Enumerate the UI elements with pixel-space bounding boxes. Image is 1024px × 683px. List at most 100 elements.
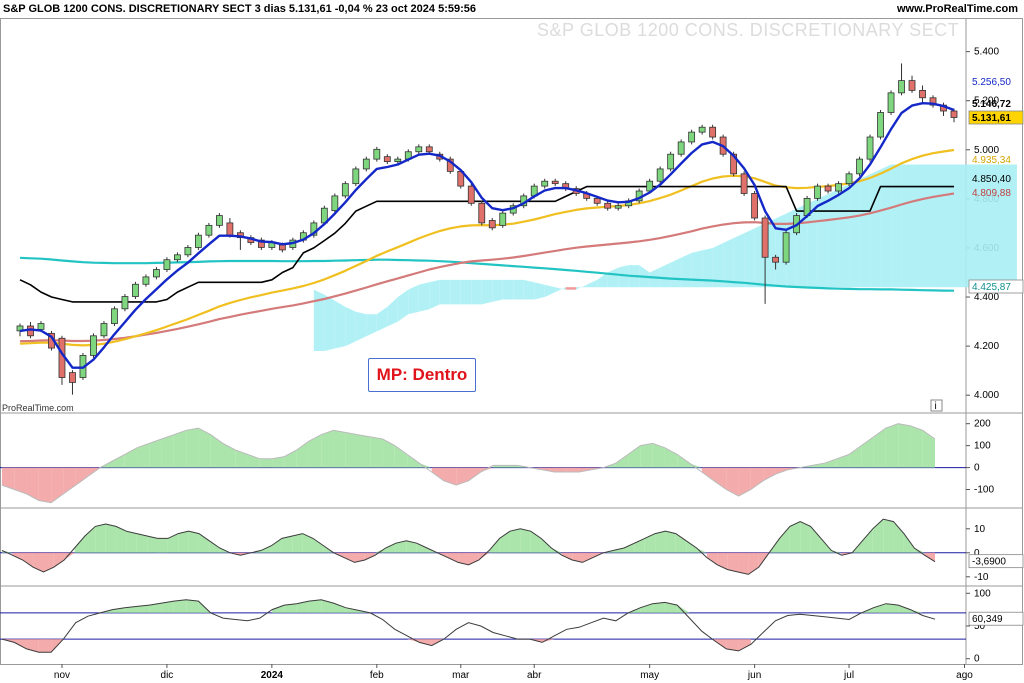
cloud-segment <box>1006 164 1017 288</box>
price-y-tick-label: 4.400 <box>974 292 999 303</box>
osc3-area-up <box>173 599 187 613</box>
osc1-area-down <box>14 467 27 494</box>
osc1-area-up <box>664 447 678 468</box>
price-y-tick-label: 5.400 <box>974 47 999 58</box>
osc1-area-up <box>861 436 874 468</box>
info-icon <box>930 399 943 412</box>
osc1-y-tick-label: 100 <box>974 441 991 452</box>
osc1-area-down <box>2 467 15 490</box>
candle <box>950 110 958 118</box>
cloud-segment <box>376 306 388 332</box>
cloud-segment <box>933 164 944 288</box>
osc1-area-up <box>493 465 506 468</box>
osc1-area-up <box>173 430 187 468</box>
osc2-area-up <box>2 550 13 553</box>
osc1-area-up <box>321 430 334 468</box>
osc2-area-down <box>344 552 355 563</box>
osc2-area-up <box>95 524 106 553</box>
osc2-area-up <box>406 540 417 553</box>
cloud-segment <box>838 184 850 288</box>
osc1-area-down <box>578 467 592 472</box>
osc2-area-up <box>831 550 842 553</box>
osc2-last-value-box <box>968 554 1024 569</box>
osc3-area-down <box>38 639 52 653</box>
osc2-area-up <box>74 536 85 553</box>
candle <box>761 217 769 258</box>
osc2-area-down <box>12 552 23 560</box>
osc1-area-up <box>652 443 665 468</box>
x-tick-label: feb <box>370 670 384 681</box>
cloud-segment <box>523 279 535 300</box>
info-icon-glyph: i <box>935 401 937 412</box>
osc2-area-down <box>43 552 54 572</box>
osc3-area-up <box>345 607 359 613</box>
osc3-area-up <box>124 606 138 613</box>
annotation-box: MP: Dentro <box>368 358 476 392</box>
osc2-area-down <box>458 552 469 565</box>
x-tick-label: jul <box>843 670 854 681</box>
osc1-area-down <box>480 467 494 472</box>
candle <box>866 136 874 160</box>
cloud-segment <box>576 284 587 290</box>
x-tick-label: ago <box>956 670 973 681</box>
price-y-tick-label: 5.200 <box>974 96 999 107</box>
osc1-area-down <box>701 467 715 481</box>
osc2-area-down <box>33 552 44 572</box>
candle <box>814 185 821 199</box>
candle <box>824 185 832 192</box>
osc2-area-up <box>520 528 531 553</box>
osc2-area-up <box>509 528 521 553</box>
osc2-area-up <box>313 538 324 553</box>
candle <box>709 126 717 138</box>
osc2-area-up <box>395 540 407 553</box>
candle <box>488 220 496 229</box>
value-tag-box <box>968 279 1024 294</box>
osc2-area-up <box>675 533 687 553</box>
osc3-area-up <box>664 602 678 613</box>
osc2-area-down <box>924 552 935 562</box>
osc1-area-up <box>873 428 886 468</box>
x-tick-label: nov <box>54 670 70 681</box>
cloud-segment <box>429 279 440 310</box>
cloud-segment <box>849 179 860 288</box>
osc2-area-up <box>416 543 428 553</box>
cloud-segment <box>439 279 451 305</box>
candle <box>394 158 402 162</box>
osc3-area-up <box>652 602 665 613</box>
candle <box>835 183 842 192</box>
osc3-area-up <box>898 605 911 613</box>
cloud-segment <box>995 164 1007 288</box>
kijun-line <box>19 185 954 303</box>
osc1-area-up <box>235 450 248 468</box>
osc1-area-up <box>910 425 923 468</box>
candle <box>142 276 150 285</box>
candle <box>677 141 685 155</box>
osc2-area-down <box>738 552 749 575</box>
cloud-segment <box>345 306 356 347</box>
osc3-line <box>1 599 936 653</box>
osc1-y-tick-label: 0 <box>974 463 980 474</box>
candle <box>688 131 696 143</box>
osc3-area-up <box>321 599 334 613</box>
cloud-segment <box>513 279 524 300</box>
ema-long-line <box>19 256 955 292</box>
site-link[interactable]: www.ProRealTime.com <box>896 3 1018 15</box>
x-tick-label: abr <box>527 670 542 681</box>
candle <box>100 323 108 337</box>
candle <box>541 180 549 187</box>
osc1-area-up <box>419 463 432 468</box>
x-tick-label: may <box>640 670 659 681</box>
osc1-area-up <box>382 439 395 468</box>
osc2-area-up <box>147 536 158 553</box>
osc1-area-down <box>75 467 88 486</box>
osc2-y-tick-label: 10 <box>974 524 986 535</box>
osc1-area-down <box>38 467 52 503</box>
osc1-area-up <box>112 454 125 468</box>
candle <box>782 232 790 263</box>
osc2-area-down <box>727 552 739 572</box>
candle <box>751 193 759 219</box>
candle <box>153 269 160 278</box>
osc2-area-up <box>499 531 510 553</box>
osc1-area-down <box>714 467 727 490</box>
ema-mid-line <box>19 148 955 347</box>
